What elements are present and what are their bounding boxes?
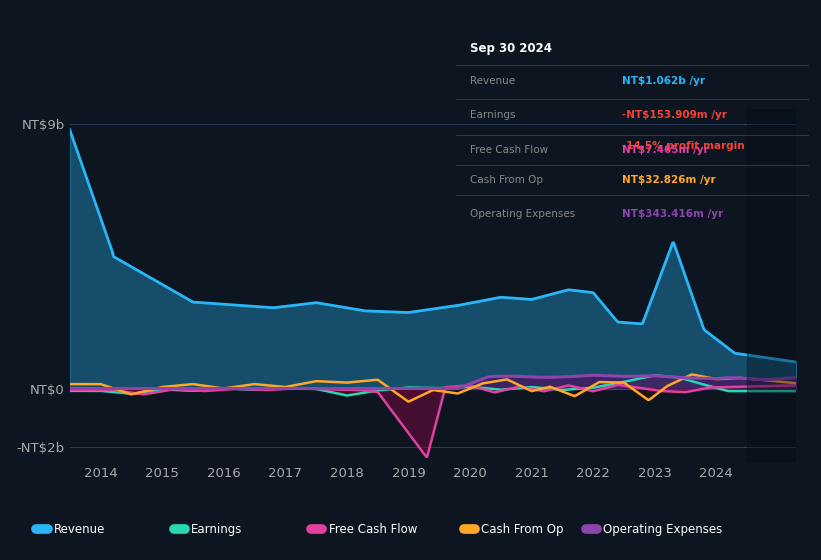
Text: Earnings: Earnings [470, 110, 516, 120]
Text: Revenue: Revenue [53, 522, 105, 536]
Text: NT$1.062b /yr: NT$1.062b /yr [621, 76, 704, 86]
Text: NT$7.465m /yr: NT$7.465m /yr [621, 145, 709, 155]
Text: Revenue: Revenue [470, 76, 515, 86]
Text: Operating Expenses: Operating Expenses [603, 522, 722, 536]
Text: Free Cash Flow: Free Cash Flow [328, 522, 417, 536]
Text: -14.5% profit margin: -14.5% profit margin [621, 141, 744, 151]
Text: Cash From Op: Cash From Op [481, 522, 564, 536]
Text: NT$32.826m /yr: NT$32.826m /yr [621, 175, 715, 185]
Text: Sep 30 2024: Sep 30 2024 [470, 41, 552, 54]
Text: -NT$153.909m /yr: -NT$153.909m /yr [621, 110, 727, 120]
Text: Earnings: Earnings [191, 522, 242, 536]
Text: Cash From Op: Cash From Op [470, 175, 543, 185]
Text: Free Cash Flow: Free Cash Flow [470, 145, 548, 155]
Bar [747, 109, 796, 462]
Text: NT$343.416m /yr: NT$343.416m /yr [621, 209, 722, 219]
Text: Operating Expenses: Operating Expenses [470, 209, 575, 219]
